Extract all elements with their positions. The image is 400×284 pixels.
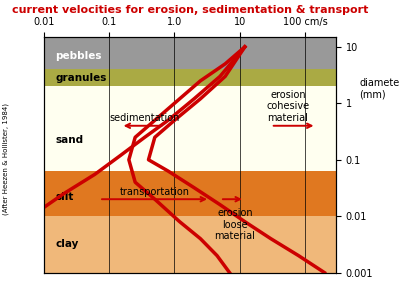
Text: transportation: transportation <box>120 187 190 197</box>
Title: current velocities for erosion, sedimentation & transport: current velocities for erosion, sediment… <box>12 5 368 15</box>
Text: pebbles: pebbles <box>56 51 102 60</box>
Text: sand: sand <box>56 135 84 145</box>
Text: granules: granules <box>56 73 107 83</box>
Text: clay: clay <box>56 239 79 249</box>
Bar <box>44 86 336 171</box>
Bar <box>44 216 336 273</box>
Text: erosion
loose
material: erosion loose material <box>215 208 256 241</box>
Text: silt: silt <box>56 192 74 202</box>
Text: erosion
cohesive
material: erosion cohesive material <box>266 90 310 123</box>
Bar <box>44 69 336 86</box>
Bar <box>44 37 336 69</box>
Y-axis label: diameter
(mm): diameter (mm) <box>359 78 400 100</box>
Text: sedimentation: sedimentation <box>110 113 180 123</box>
Text: (After Heezen & Hollister, 1984): (After Heezen & Hollister, 1984) <box>3 103 9 215</box>
Bar <box>44 171 336 216</box>
